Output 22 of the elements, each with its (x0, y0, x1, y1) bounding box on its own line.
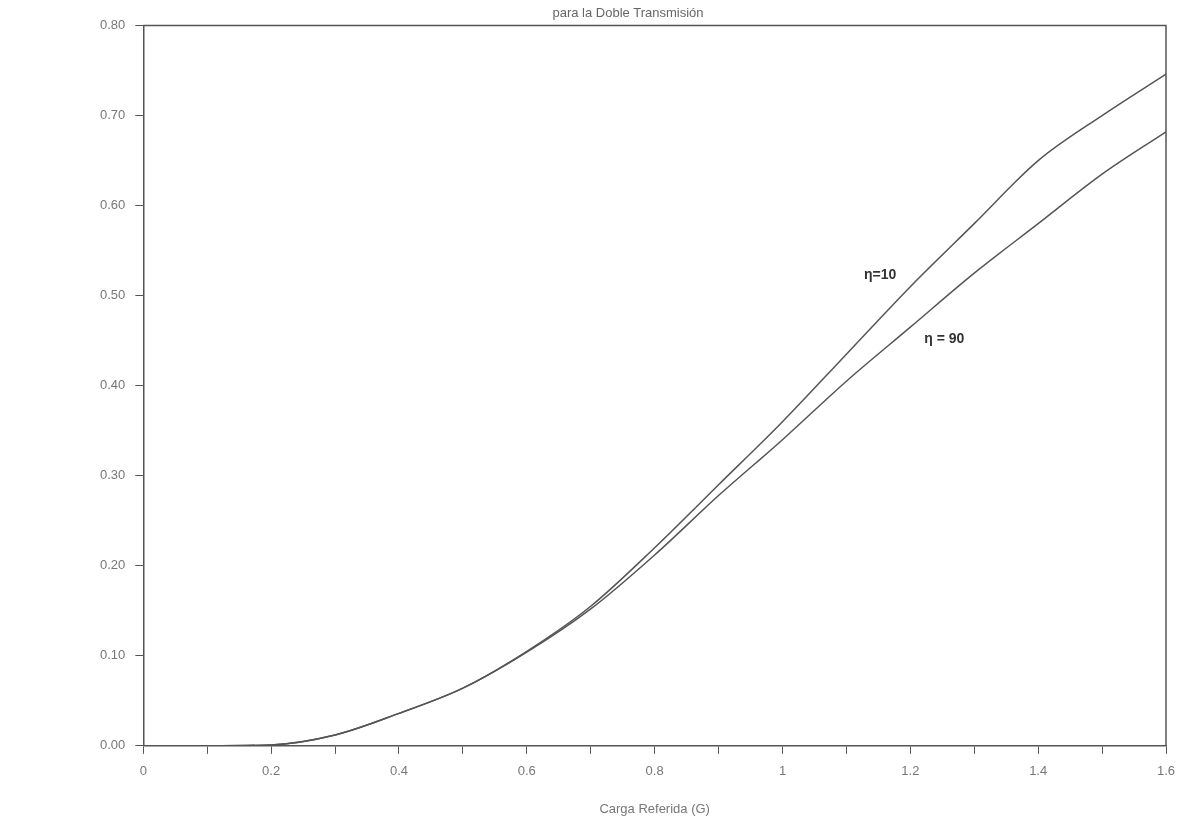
y-tick-label: 0.60 (99, 197, 126, 213)
chart-title: para la Doble Transmisión (552, 5, 704, 21)
x-tick-label: 1.6 (1156, 763, 1176, 779)
x-tick-label: 1 (778, 763, 787, 779)
y-tick-label: 0.10 (99, 647, 126, 663)
x-axis-title: Carga Referida (G) (599, 800, 710, 816)
series-label: η = 90 (924, 330, 965, 347)
y-tick-label: 0.80 (99, 17, 126, 33)
y-tick-label: 0.70 (99, 107, 126, 123)
y-tick-label: 0.20 (99, 557, 126, 573)
series-label: η=10 (864, 265, 897, 282)
x-tick-label: 0.6 (517, 763, 536, 779)
x-tick-label: 0.4 (389, 763, 409, 779)
x-tick-label: 1.2 (901, 763, 920, 779)
x-tick-label: 0 (139, 763, 147, 779)
x-tick-label: 1.4 (1029, 763, 1048, 779)
y-tick-label: 0.40 (99, 377, 126, 393)
y-tick-label: 0.50 (99, 287, 126, 303)
y-tick-label: 0.30 (99, 467, 126, 483)
x-tick-label: 0.2 (262, 763, 281, 779)
y-tick-label: 0.00 (99, 737, 126, 753)
x-tick-label: 0.8 (645, 763, 664, 779)
